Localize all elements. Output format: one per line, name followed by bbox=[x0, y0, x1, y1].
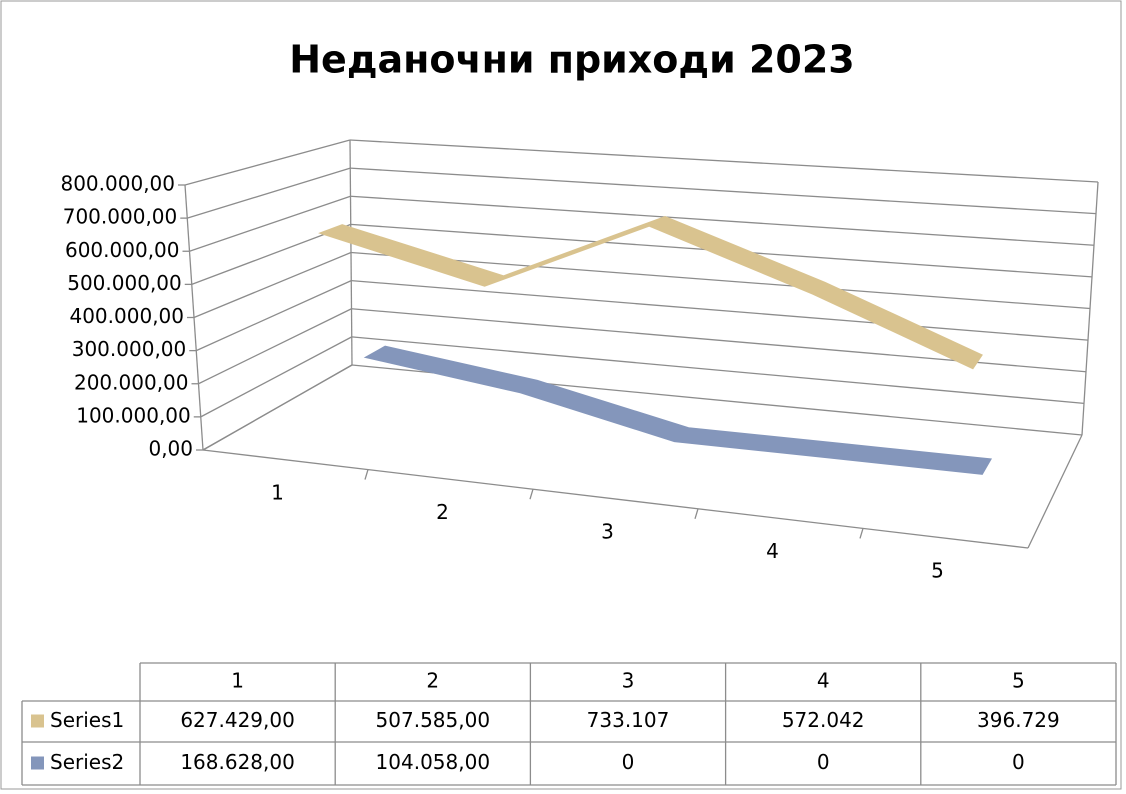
grid-line bbox=[187, 167, 351, 219]
grid-line bbox=[189, 195, 351, 252]
series-ribbon bbox=[363, 345, 993, 475]
grid-line bbox=[350, 167, 1097, 215]
y-tick-label: 200.000,00 bbox=[74, 370, 189, 394]
grid-line bbox=[350, 195, 1095, 246]
table-header: 5 bbox=[1012, 669, 1025, 693]
axis-line bbox=[184, 184, 204, 451]
x-tick bbox=[364, 469, 369, 480]
axis-line bbox=[349, 139, 353, 366]
legend-label: Series2 bbox=[50, 750, 124, 774]
grid-line bbox=[198, 308, 352, 385]
y-tick-label: 500.000,00 bbox=[67, 271, 182, 295]
y-tick-label: 300.000,00 bbox=[72, 337, 187, 361]
table-value: 627.429,00 bbox=[180, 708, 295, 732]
table-header: 2 bbox=[426, 669, 439, 693]
chart-title: Неданочни приходи 2023 bbox=[289, 38, 854, 82]
y-tick-label: 0,00 bbox=[148, 437, 193, 461]
table-value: 507.585,00 bbox=[376, 708, 491, 732]
legend-swatch bbox=[31, 714, 44, 728]
grid-line bbox=[195, 280, 352, 352]
axis-line bbox=[202, 449, 1029, 549]
table-value: 0 bbox=[817, 750, 830, 774]
table-value: 0 bbox=[1012, 750, 1025, 774]
x-tick bbox=[859, 528, 864, 539]
table-value: 104.058,00 bbox=[376, 750, 491, 774]
table-value: 0 bbox=[622, 750, 635, 774]
x-tick-label: 4 bbox=[766, 539, 779, 563]
table-header: 4 bbox=[817, 669, 830, 693]
axis-line bbox=[1081, 181, 1099, 436]
y-tick-label: 700.000,00 bbox=[63, 205, 178, 229]
grid-line bbox=[350, 251, 1091, 310]
x-tick-label: 3 bbox=[601, 520, 614, 544]
x-tick-label: 5 bbox=[931, 559, 944, 583]
grid-line bbox=[349, 139, 1099, 183]
x-tick bbox=[694, 508, 699, 519]
grid-line bbox=[184, 139, 351, 186]
x-tick-label: 2 bbox=[436, 500, 449, 524]
legend-label: Series1 bbox=[50, 708, 124, 732]
y-tick-label: 100.000,00 bbox=[76, 403, 191, 427]
table-value: 733.107 bbox=[587, 708, 670, 732]
axis-line bbox=[202, 364, 353, 451]
axis-line bbox=[1027, 434, 1083, 549]
series-ribbon bbox=[318, 215, 983, 370]
grid-line bbox=[193, 251, 352, 319]
y-tick-label: 800.000,00 bbox=[60, 172, 175, 196]
grid-line bbox=[351, 336, 1085, 405]
legend-swatch bbox=[31, 756, 44, 770]
y-tick-label: 400.000,00 bbox=[69, 304, 184, 328]
table-header: 1 bbox=[231, 669, 244, 693]
table-value: 168.628,00 bbox=[180, 750, 295, 774]
grid-line bbox=[200, 336, 353, 418]
table-value: 396.729 bbox=[977, 708, 1060, 732]
x-tick bbox=[529, 489, 534, 500]
grid-line bbox=[351, 279, 1089, 341]
x-tick-label: 1 bbox=[271, 480, 284, 504]
y-tick-label: 600.000,00 bbox=[65, 238, 180, 262]
table-value: 572.042 bbox=[782, 708, 865, 732]
table-header: 3 bbox=[622, 669, 635, 693]
